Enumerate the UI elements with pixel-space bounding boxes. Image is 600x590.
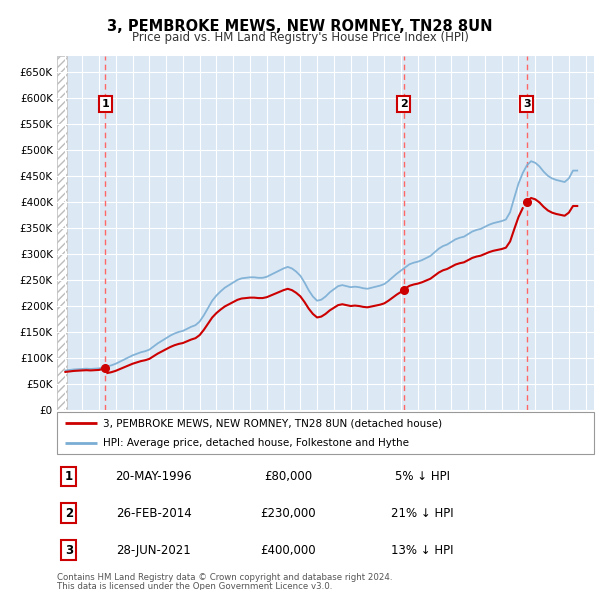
Text: 3, PEMBROKE MEWS, NEW ROMNEY, TN28 8UN: 3, PEMBROKE MEWS, NEW ROMNEY, TN28 8UN <box>107 19 493 34</box>
Text: £80,000: £80,000 <box>264 470 312 483</box>
Text: 2: 2 <box>65 507 73 520</box>
Text: HPI: Average price, detached house, Folkestone and Hythe: HPI: Average price, detached house, Folk… <box>103 438 409 448</box>
Text: 26-FEB-2014: 26-FEB-2014 <box>116 507 191 520</box>
Text: 1: 1 <box>65 470 73 483</box>
Text: £230,000: £230,000 <box>260 507 316 520</box>
Text: 2: 2 <box>400 99 407 109</box>
Text: 28-JUN-2021: 28-JUN-2021 <box>116 544 191 557</box>
Text: 3, PEMBROKE MEWS, NEW ROMNEY, TN28 8UN (detached house): 3, PEMBROKE MEWS, NEW ROMNEY, TN28 8UN (… <box>103 418 442 428</box>
Text: 1: 1 <box>101 99 109 109</box>
Text: 20-MAY-1996: 20-MAY-1996 <box>115 470 192 483</box>
Text: 5% ↓ HPI: 5% ↓ HPI <box>395 470 449 483</box>
Text: Contains HM Land Registry data © Crown copyright and database right 2024.: Contains HM Land Registry data © Crown c… <box>57 573 392 582</box>
Bar <box>57 56 67 410</box>
Text: 13% ↓ HPI: 13% ↓ HPI <box>391 544 454 557</box>
Text: Price paid vs. HM Land Registry's House Price Index (HPI): Price paid vs. HM Land Registry's House … <box>131 31 469 44</box>
Text: 3: 3 <box>523 99 530 109</box>
Text: 3: 3 <box>65 544 73 557</box>
Text: £400,000: £400,000 <box>260 544 316 557</box>
Text: 21% ↓ HPI: 21% ↓ HPI <box>391 507 454 520</box>
Text: This data is licensed under the Open Government Licence v3.0.: This data is licensed under the Open Gov… <box>57 582 332 590</box>
